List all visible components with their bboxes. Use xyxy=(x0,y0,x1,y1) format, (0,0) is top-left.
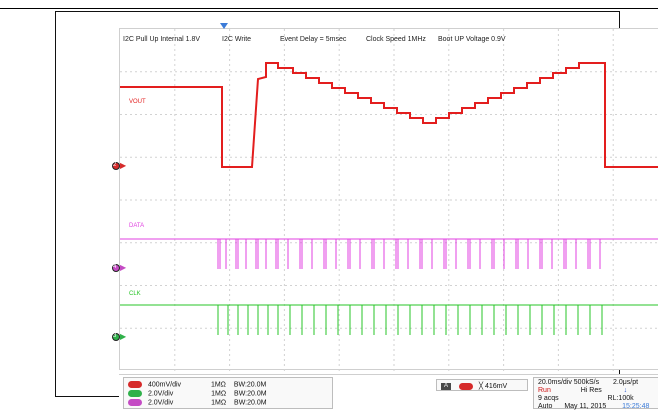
cursor-value: 416mV xyxy=(485,383,508,390)
channel-4-arrow-icon: ▶ xyxy=(120,263,127,272)
trace-label-clk: CLK xyxy=(129,291,141,297)
channel-4-marker-icon xyxy=(112,264,120,272)
channel-3-marker-text: 3 xyxy=(113,333,117,339)
timebase-main: 20.0ms/div 500kS/s xyxy=(538,379,600,386)
channel-2-arrow-icon: ▶ xyxy=(120,161,127,170)
timebase-line-2: Run Hi Res ↓ xyxy=(538,387,627,394)
trace-label-vout: VOUT xyxy=(129,99,146,105)
vout-trace xyxy=(120,62,658,168)
top-note-delay: Event Delay = 5msec xyxy=(280,36,347,43)
top-note-pullup: I2C Pull Up Internal 1.8V xyxy=(123,36,201,43)
channel-row-c3: 2.0V/div 1MΩ BW:20.0M xyxy=(128,390,267,397)
trigger-pointer-icon xyxy=(220,23,228,29)
cursor-channel-badge xyxy=(458,382,473,390)
trace-label-data: DATA xyxy=(129,223,145,229)
top-border-line xyxy=(0,8,658,9)
channel-4-marker-text: 4 xyxy=(113,264,117,270)
cursor-row: A ╳ 416mV xyxy=(441,382,507,390)
channel-row-c2: 400mV/div 1MΩ BW:20.0M xyxy=(128,381,266,388)
acq-count: 9 acqs xyxy=(538,395,559,402)
capture-time: 15:25:48 xyxy=(622,403,650,410)
channel-c3-scale: 2.0V/div xyxy=(147,390,174,398)
channel-row-c4: 2.0V/div 1MΩ BW:20.0M xyxy=(128,399,267,406)
top-note-boot: Boot UP Voltage 0.9V xyxy=(438,36,506,43)
top-note-write: I2C Write xyxy=(222,36,252,43)
record-length: RL:100k xyxy=(607,395,634,402)
channel-3-arrow-icon: ▶ xyxy=(120,332,127,341)
timebase-per-point: 2.0μs/pt xyxy=(613,379,639,386)
channel-c4-scale: 2.0V/div xyxy=(147,399,174,407)
channel-c4-bw: BW:20.0M xyxy=(234,399,267,407)
timebase-line-1: 20.0ms/div 500kS/s 2.0μs/pt xyxy=(538,379,638,386)
channel-c4-impedance: 1MΩ xyxy=(211,399,227,407)
channel-info-block xyxy=(123,377,333,409)
down-arrow-icon: ↓ xyxy=(623,387,628,394)
timebase-info-block xyxy=(533,377,658,409)
acq-mode: Hi Res xyxy=(580,387,602,394)
channel-2-marker-text: 2 xyxy=(113,162,117,168)
bottom-status-panel: 400mV/div 1MΩ BW:20.0M 2.0V/div 1MΩ BW:2… xyxy=(119,374,658,410)
timebase-line-4: Auto May 11, 2015 15:25:48 xyxy=(538,403,649,410)
capture-date: May 11, 2015 xyxy=(564,403,607,410)
channel-c3-bw: BW:20.0M xyxy=(234,390,267,398)
channel-c2-scale: 400mV/div xyxy=(147,381,182,389)
top-note-clock: Clock Speed 1MHz xyxy=(366,36,426,43)
channel-badge-c4 xyxy=(128,399,142,406)
channel-c3-impedance: 1MΩ xyxy=(211,390,227,398)
oscilloscope-screen: I2C Pull Up Internal 1.8V I2C Write Even… xyxy=(55,11,658,410)
channel-2-marker-icon xyxy=(112,162,120,170)
channel-3-marker-icon xyxy=(112,333,120,341)
cursor-a-badge: A xyxy=(441,382,451,390)
timebase-line-3: 9 acqs RL:100k xyxy=(538,395,634,402)
run-status: Run xyxy=(538,387,551,394)
channel-badge-c3 xyxy=(128,390,142,397)
waveform-grid xyxy=(119,28,658,371)
channel-c2-bw: BW:20.0M xyxy=(233,381,267,389)
channel-badge-c2 xyxy=(128,381,142,388)
waveform-svg xyxy=(120,29,658,371)
trigger-mode: Auto xyxy=(538,403,553,410)
channel-c2-impedance: 1MΩ xyxy=(210,381,226,389)
cursor-x-icon: ╳ xyxy=(478,383,484,390)
